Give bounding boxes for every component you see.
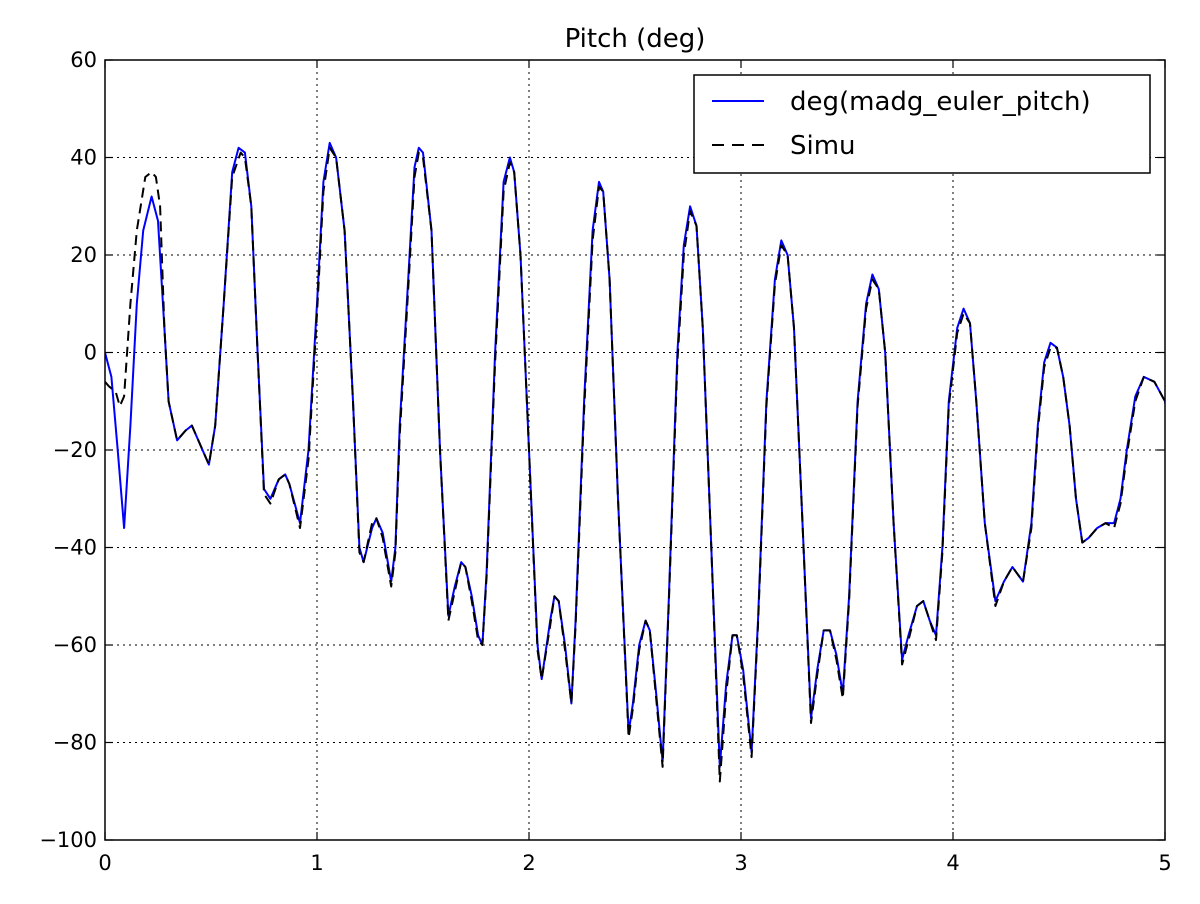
y-tick-label: 40: [70, 146, 97, 170]
series-line-simu: [105, 146, 1165, 783]
chart-title: Pitch (deg): [565, 24, 706, 54]
legend: deg(madg_euler_pitch) Simu: [693, 74, 1151, 174]
y-tick-label: 0: [84, 341, 97, 365]
x-tick-label: 0: [98, 851, 111, 875]
x-tick-label: 1: [310, 851, 323, 875]
y-tick-label: −80: [53, 731, 97, 755]
y-tick-label: −20: [53, 438, 97, 462]
y-tick-label: −60: [53, 633, 97, 657]
series-lines: [105, 141, 1165, 783]
x-tick-label: 2: [522, 851, 535, 875]
y-tick-label: 20: [70, 243, 97, 267]
y-tick-label: −100: [39, 828, 97, 852]
x-tick-label: 5: [1158, 851, 1171, 875]
y-tick-label: −40: [53, 536, 97, 560]
legend-box: [693, 74, 1151, 174]
axis-ticks: 0 1 2 3 4 5 −100 −80 −60 −40 −20 0 20 40 60: [39, 48, 1171, 875]
y-tick-label: 60: [70, 48, 97, 72]
x-tick-label: 4: [946, 851, 959, 875]
legend-label-simu: Simu: [790, 131, 856, 161]
x-tick-label: 3: [734, 851, 747, 875]
legend-label-madg: deg(madg_euler_pitch): [790, 87, 1091, 117]
